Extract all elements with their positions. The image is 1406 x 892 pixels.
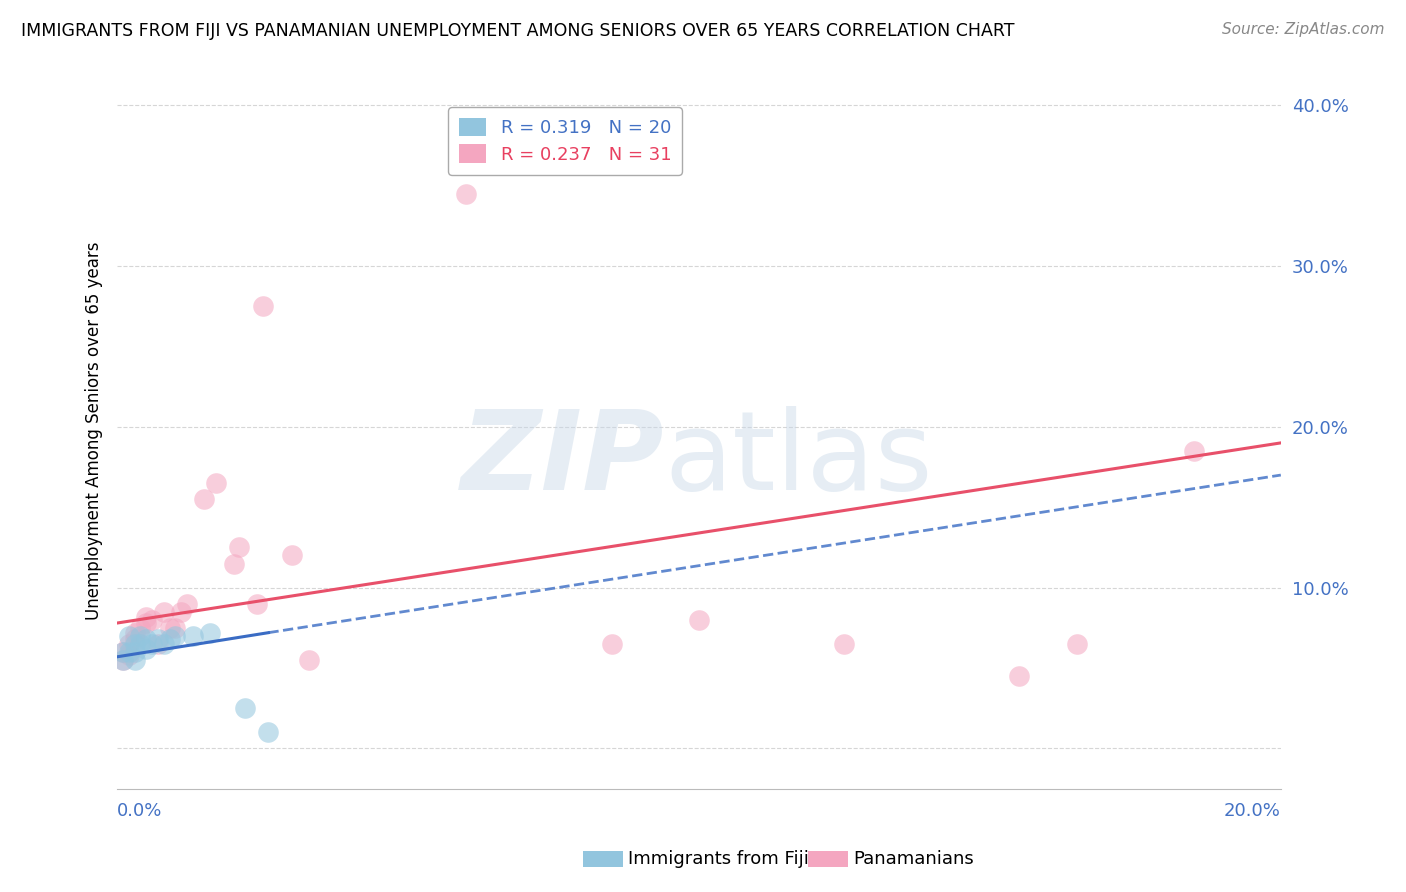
Point [141,637,163,651]
Point [118,645,141,659]
Text: IMMIGRANTS FROM FIJI VS PANAMANIAN UNEMPLOYMENT AMONG SENIORS OVER 65 YEARS CORR: IMMIGRANTS FROM FIJI VS PANAMANIAN UNEMP… [21,22,1015,40]
Point [124,632,146,646]
Point [152,637,174,651]
Point [1182,444,1205,458]
Point [165,629,187,643]
Y-axis label: Unemployment Among Seniors over 65 years: Unemployment Among Seniors over 65 years [86,242,103,620]
Text: 0.0%: 0.0% [117,802,163,820]
Point [146,637,169,651]
Text: Immigrants from Fiji: Immigrants from Fiji [628,850,810,868]
Point [688,613,710,627]
Point [111,645,134,659]
Point [252,299,274,313]
Point [111,653,134,667]
Point [111,653,134,667]
Point [118,637,141,651]
Point [176,597,198,611]
Point [124,637,146,651]
Point [124,625,146,640]
Point [1008,669,1031,683]
Text: atlas: atlas [664,406,932,513]
Point [233,701,256,715]
Text: Source: ZipAtlas.com: Source: ZipAtlas.com [1222,22,1385,37]
Point [129,629,152,643]
Point [124,645,146,659]
Point [146,632,169,646]
Point [228,541,250,555]
Point [118,648,141,663]
Point [135,609,157,624]
Point [135,632,157,646]
Point [205,476,228,491]
Point [222,557,245,571]
Point [200,625,222,640]
Point [1066,637,1088,651]
Point [129,621,152,635]
Text: Panamanians: Panamanians [853,850,974,868]
Point [298,653,321,667]
Point [135,615,157,630]
Point [165,621,187,635]
Point [124,653,146,667]
Text: 20.0%: 20.0% [1225,802,1281,820]
Legend: R = 0.319   N = 20, R = 0.237   N = 31: R = 0.319 N = 20, R = 0.237 N = 31 [449,107,682,175]
Point [135,641,157,656]
Point [141,613,163,627]
Point [834,637,856,651]
Point [129,637,152,651]
Point [152,605,174,619]
Point [118,629,141,643]
Point [257,725,280,739]
Point [280,549,302,563]
Point [159,621,181,635]
Point [159,632,181,646]
Point [170,605,193,619]
Text: ZIP: ZIP [461,406,664,513]
Point [246,597,269,611]
Point [193,492,215,507]
Point [456,186,478,201]
Point [111,645,134,659]
Point [181,629,204,643]
Point [600,637,623,651]
